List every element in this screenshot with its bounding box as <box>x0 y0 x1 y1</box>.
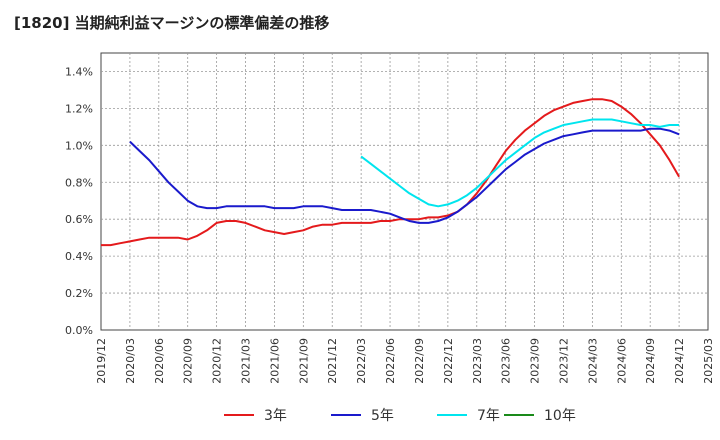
x-tick-label: 2024/12 <box>673 338 686 384</box>
series-line-2 <box>129 127 680 224</box>
legend-label-2: 5年 <box>371 408 394 424</box>
y-tick-label: 0.8% <box>65 176 93 189</box>
plot-area <box>100 52 709 331</box>
series-layer <box>101 98 680 247</box>
y-tick-label: 0.6% <box>65 213 93 226</box>
x-tick-label: 2025/03 <box>702 338 715 384</box>
x-tick-label: 2022/06 <box>384 338 397 384</box>
x-tick-label: 2021/12 <box>326 338 339 384</box>
axis-layer: 0.0% 0.2% 0.4% 0.6% 0.8% 1.0% 1.2% 1.4% 2019/12 2… <box>65 65 715 383</box>
series-line-3 <box>360 118 680 208</box>
y-tick-label: 1.4% <box>65 65 93 78</box>
x-tick-label: 2023/12 <box>557 338 570 384</box>
series-line-1 <box>101 98 680 247</box>
x-tick-label: 2021/03 <box>240 338 253 384</box>
legend-label-4: 10年 <box>544 408 576 424</box>
x-tick-label: 2020/06 <box>153 338 166 384</box>
x-tick-label: 2021/06 <box>268 338 281 384</box>
x-tick-label: 2024/09 <box>644 338 657 384</box>
x-tick-label: 2020/09 <box>182 338 195 384</box>
x-tick-label: 2020/03 <box>124 338 137 384</box>
y-tick-label: 1.2% <box>65 102 93 115</box>
legend-label-1: 3年 <box>264 408 287 424</box>
y-tick-label: 1.0% <box>65 139 93 152</box>
legend-label-3: 7年 <box>477 408 500 424</box>
x-tick-label: 2023/06 <box>500 338 513 384</box>
y-tick-label: 0.4% <box>65 250 93 263</box>
x-tick-label: 2019/12 <box>95 338 108 384</box>
chart-title: [1820] 当期純利益マージンの標準偏差の推移 <box>14 14 330 32</box>
x-tick-label: 2022/09 <box>413 338 426 384</box>
y-tick-label: 0.0% <box>65 324 93 337</box>
legend: 3年 5年 7年 10年 <box>224 408 576 424</box>
y-tick-label: 0.2% <box>65 287 93 300</box>
x-tick-label: 2021/09 <box>297 338 310 384</box>
x-tick-label: 2024/03 <box>586 338 599 384</box>
x-tick-label: 2024/06 <box>615 338 628 384</box>
x-tick-label: 2023/09 <box>529 338 542 384</box>
grid-layer <box>100 52 709 331</box>
x-tick-label: 2022/03 <box>355 338 368 384</box>
x-tick-label: 2023/03 <box>471 338 484 384</box>
x-tick-label: 2022/12 <box>442 338 455 384</box>
x-tick-label: 2020/12 <box>211 338 224 384</box>
